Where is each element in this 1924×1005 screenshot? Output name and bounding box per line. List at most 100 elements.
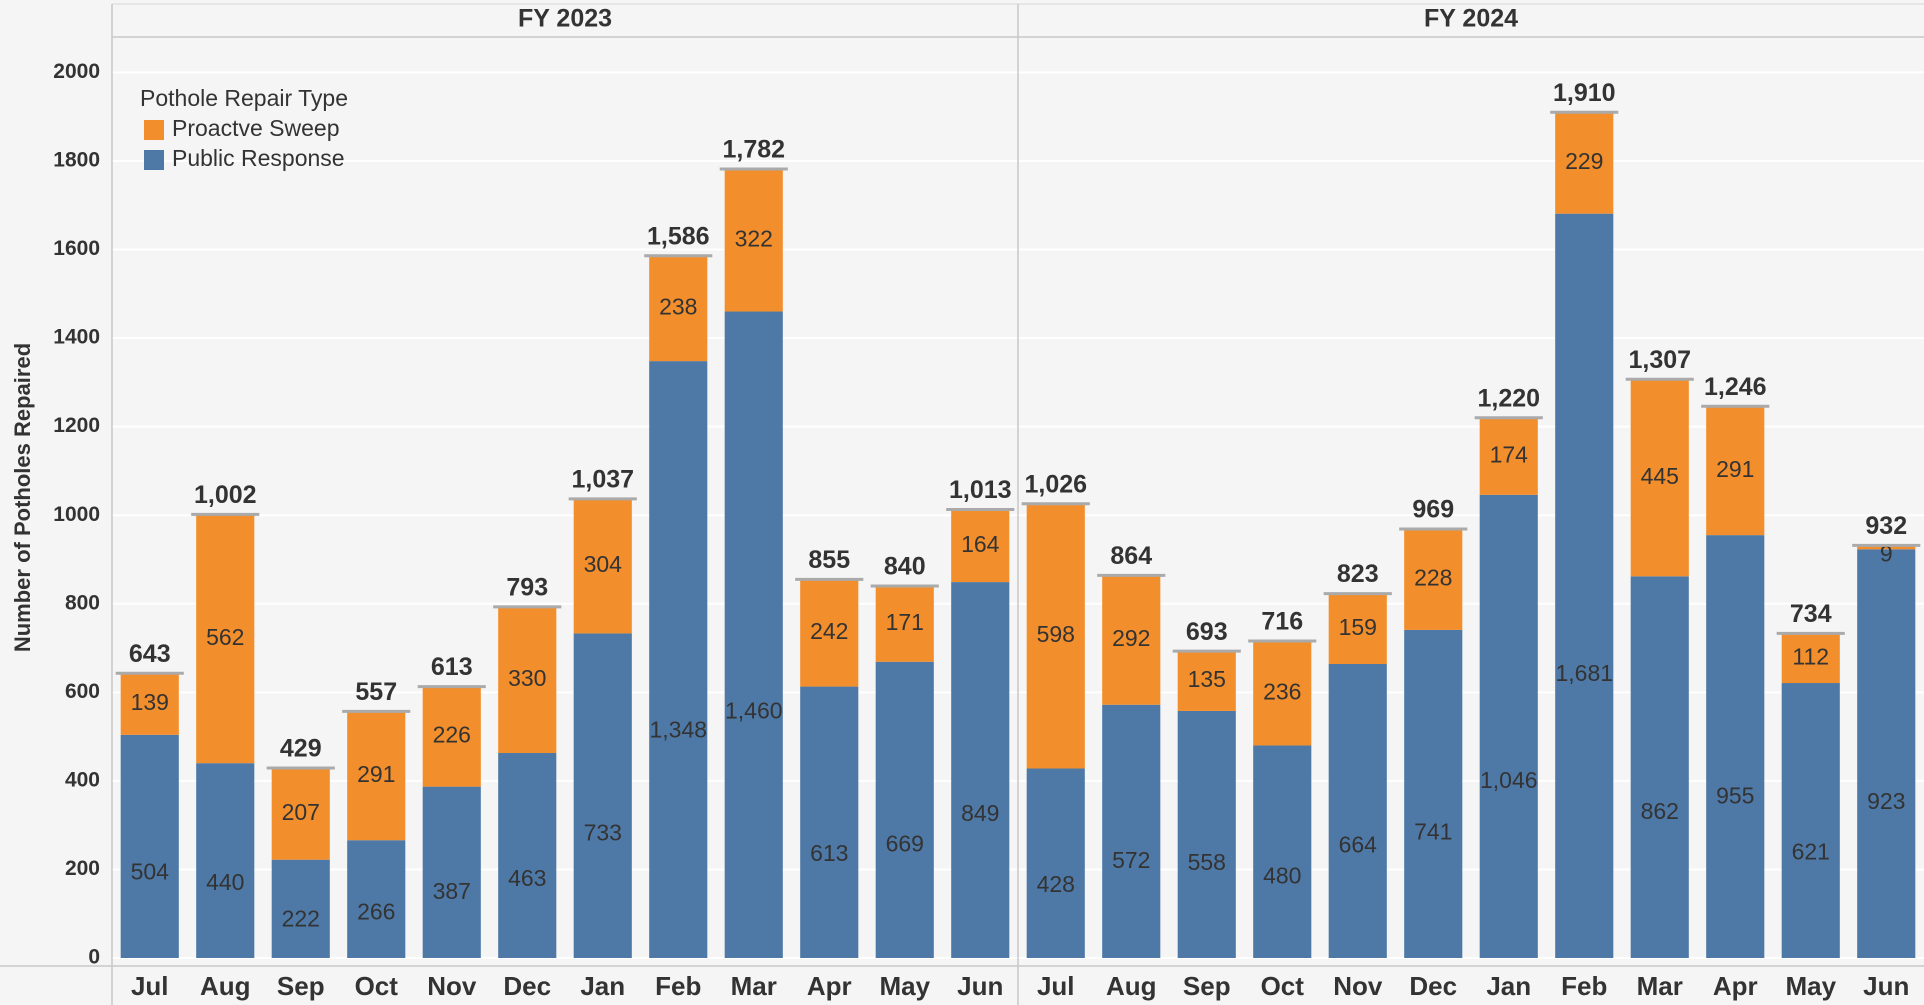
value-label: 480: [1263, 862, 1301, 888]
value-label: 242: [810, 618, 848, 644]
total-label: 932: [1865, 512, 1907, 540]
total-label: 864: [1110, 542, 1152, 570]
value-label: 228: [1414, 564, 1452, 590]
value-label: 733: [584, 820, 622, 846]
x-tick-label: Dec: [503, 971, 551, 1001]
value-label: 558: [1188, 849, 1226, 875]
bar-segment: [1479, 494, 1538, 958]
legend-label: Proactve Sweep: [172, 115, 339, 141]
legend-swatch: [144, 150, 164, 170]
x-tick-label: Jul: [131, 971, 169, 1001]
x-tick-label: Jan: [1486, 971, 1531, 1001]
legend-title: Pothole Repair Type: [140, 85, 348, 111]
value-label: 322: [735, 225, 773, 251]
x-tick-label: May: [1785, 971, 1836, 1001]
value-label: 572: [1112, 847, 1150, 873]
total-label: 1,782: [722, 136, 785, 164]
bar-segment: [196, 763, 255, 958]
value-label: 613: [810, 840, 848, 866]
value-label: 171: [886, 609, 924, 635]
x-tick-label: Aug: [200, 971, 251, 1001]
value-label: 139: [131, 689, 169, 715]
x-tick-label: Jan: [580, 971, 625, 1001]
x-tick-label: Mar: [1637, 971, 1683, 1001]
value-label: 562: [206, 624, 244, 650]
bar-segment: [1781, 683, 1840, 958]
value-label: 955: [1716, 782, 1754, 808]
value-label: 669: [886, 831, 924, 857]
bar-segment: [724, 311, 783, 959]
total-label: 1,220: [1477, 384, 1540, 412]
total-label: 693: [1186, 618, 1228, 646]
bar-segment: [573, 498, 632, 634]
value-label: 1,046: [1480, 767, 1538, 793]
bar-segment: [347, 711, 406, 841]
value-label: 222: [282, 906, 320, 932]
bar-segment: [1102, 575, 1161, 705]
value-label: 664: [1339, 831, 1378, 857]
bar-segment: [120, 673, 179, 735]
value-label: 112: [1792, 643, 1829, 669]
value-label: 849: [961, 800, 999, 826]
legend-label: Public Response: [172, 145, 345, 171]
total-label: 840: [884, 553, 926, 581]
bar-segment: [271, 859, 330, 958]
bar-segment: [1781, 633, 1840, 684]
bar-segment: [1253, 640, 1312, 746]
bar-segment: [1706, 535, 1765, 958]
x-tick-label: Jun: [957, 971, 1003, 1001]
total-label: 734: [1790, 600, 1832, 628]
bar-segment: [1479, 417, 1538, 495]
bar-segment: [422, 686, 481, 787]
bar-segment: [573, 633, 632, 958]
bar-segment: [1026, 503, 1085, 769]
bar-segment: [1857, 549, 1916, 958]
x-tick-label: Nov: [427, 971, 477, 1001]
bar-segment: [1630, 576, 1689, 958]
y-tick-label: 0: [88, 946, 100, 969]
bar-segment: [1177, 710, 1236, 958]
value-label: 504: [131, 858, 170, 884]
bar-segment: [1555, 112, 1614, 214]
total-label: 1,307: [1628, 346, 1691, 374]
value-label: 174: [1490, 441, 1529, 467]
y-tick-label: 1800: [53, 149, 100, 172]
bar-segment: [724, 168, 783, 312]
value-label: 923: [1867, 788, 1905, 814]
total-label: 613: [431, 653, 473, 681]
total-label: 1,026: [1024, 470, 1087, 498]
x-tick-label: May: [879, 971, 930, 1001]
x-tick-label: Nov: [1333, 971, 1383, 1001]
bar-segment: [649, 361, 708, 958]
bar-segment: [951, 582, 1010, 958]
bar-segment: [1630, 379, 1689, 577]
total-label: 716: [1261, 608, 1303, 636]
value-label: 207: [282, 799, 320, 825]
bar-segment: [649, 255, 708, 362]
x-tick-label: Oct: [1261, 971, 1305, 1001]
bar-segment: [1177, 651, 1236, 711]
bar-segment: [1328, 593, 1387, 664]
value-label: 229: [1565, 148, 1603, 174]
x-tick-label: Mar: [731, 971, 777, 1001]
y-tick-label: 800: [65, 591, 100, 614]
value-label: 291: [357, 761, 395, 787]
total-label: 1,246: [1704, 373, 1767, 401]
y-tick-label: 1400: [53, 326, 100, 349]
total-label: 643: [129, 640, 171, 668]
y-tick-label: 600: [65, 680, 100, 703]
bar-segment: [800, 686, 859, 958]
legend-swatch: [144, 120, 164, 140]
x-tick-label: Apr: [1713, 971, 1758, 1001]
value-label: 387: [433, 878, 471, 904]
value-label: 164: [961, 531, 1000, 557]
value-label: 1,681: [1555, 660, 1613, 686]
x-tick-label: Dec: [1409, 971, 1457, 1001]
x-tick-label: Feb: [655, 971, 701, 1001]
bar-segment: [1253, 745, 1312, 958]
value-label: 159: [1339, 614, 1377, 640]
bar-segment: [422, 786, 481, 958]
bar-segment: [1404, 629, 1463, 958]
total-label: 823: [1337, 560, 1379, 588]
